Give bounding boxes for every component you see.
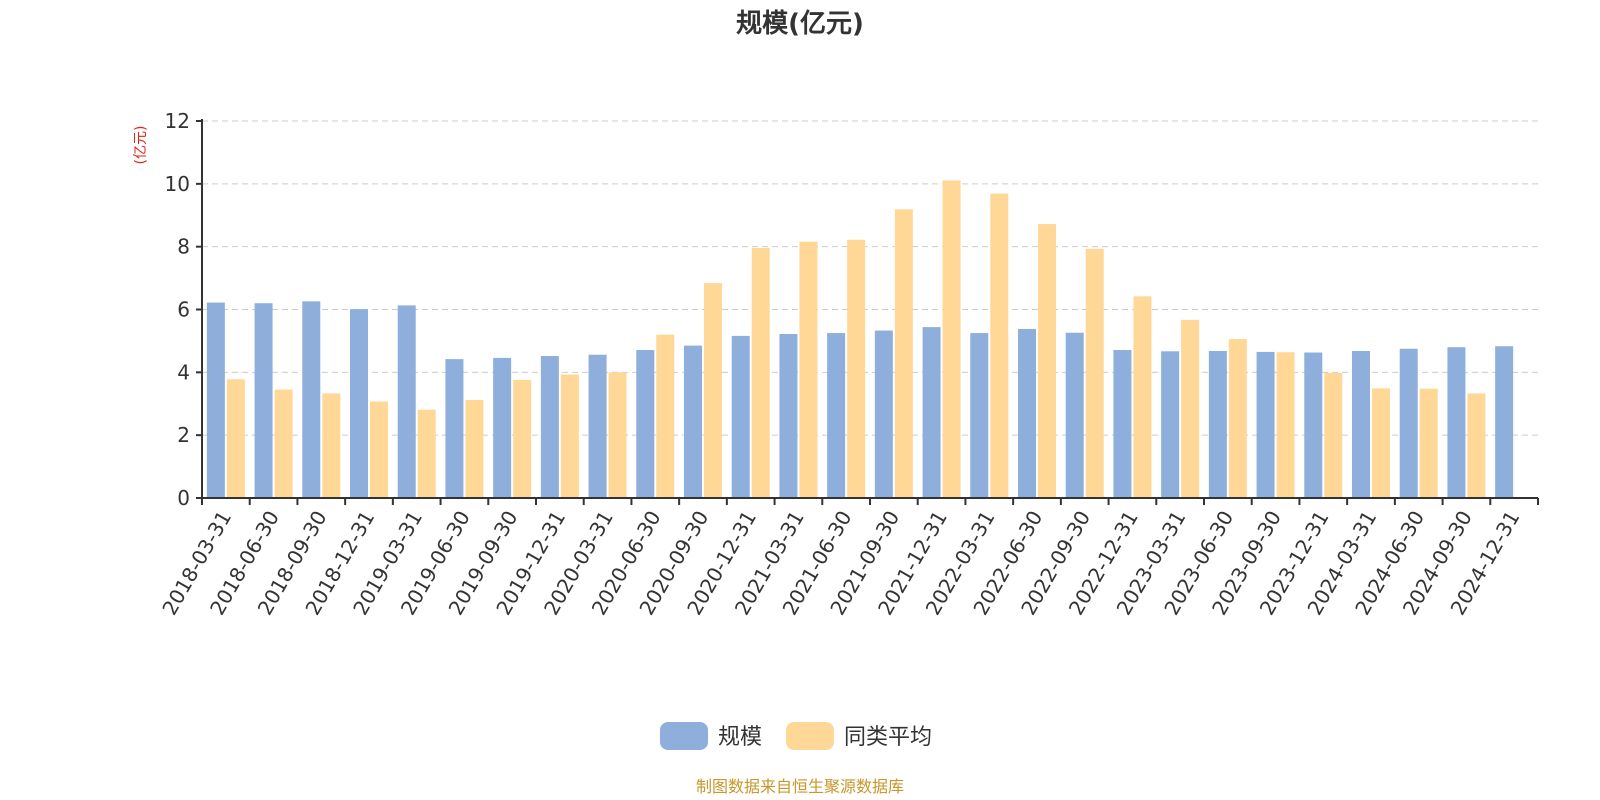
bar-peer-average (990, 193, 1009, 498)
bar-peer-average (942, 180, 961, 498)
bar-peer-average (1038, 224, 1056, 498)
bar-peer-average (608, 372, 627, 498)
bar-scale (970, 333, 989, 498)
bar-scale (874, 330, 893, 498)
bar-peer-average (560, 374, 579, 498)
legend-label: 规模 (718, 725, 762, 750)
legend-swatch (660, 722, 708, 750)
y-tick-label: 10 (165, 172, 190, 196)
bar-scale (1495, 346, 1514, 498)
bar-scale (445, 359, 464, 498)
bar-scale (684, 345, 702, 498)
y-tick-label: 12 (165, 109, 190, 133)
bar-scale (493, 357, 512, 498)
bar-peer-average (1228, 339, 1247, 498)
bar-peer-average (322, 393, 341, 498)
legend-label: 同类平均 (844, 725, 932, 750)
source-note: 制图数据来自恒生聚源数据库 (696, 777, 904, 796)
bar-scale (1256, 351, 1275, 498)
y-tick-label: 8 (177, 235, 190, 259)
bar-peer-average (1324, 372, 1343, 498)
legend: 规模 同类平均 (660, 722, 932, 750)
chart-title: 规模(亿元) (736, 9, 864, 39)
bar-peer-average (274, 389, 293, 498)
bar-peer-average (1085, 248, 1104, 498)
bar-scale (779, 334, 798, 498)
bar-peer-average (656, 334, 675, 498)
bar-peer-average (226, 379, 245, 498)
bar-peer-average (894, 209, 913, 499)
bar-peer-average (847, 239, 866, 498)
y-tick-label: 4 (177, 360, 190, 384)
bar-scale (540, 355, 559, 498)
bar-peer-average (1467, 393, 1486, 498)
bar-scale (1113, 350, 1132, 498)
bar-peer-average (417, 409, 436, 498)
bar-peer-average (513, 379, 532, 498)
y-tick-label: 2 (177, 423, 190, 447)
bars (206, 180, 1514, 499)
bar-scale (731, 335, 750, 498)
bar-scale (397, 305, 416, 498)
y-axis-unit-label: (亿元) (133, 126, 149, 165)
bar-scale (1065, 332, 1084, 498)
bar-peer-average (1419, 388, 1438, 498)
bar-peer-average (704, 283, 722, 498)
bar-scale (1399, 348, 1418, 498)
bar-scale (302, 301, 321, 498)
legend-swatch (786, 722, 834, 750)
y-tick-label: 6 (177, 298, 190, 322)
bar-scale (350, 309, 368, 498)
bar-scale (588, 354, 607, 498)
bar-scale (922, 327, 941, 498)
bar-scale (1447, 347, 1466, 498)
bar-peer-average (799, 241, 818, 498)
bar-scale (1304, 352, 1323, 498)
bar-scale (254, 303, 273, 498)
bar-scale (636, 350, 655, 498)
bar-peer-average (1372, 388, 1390, 498)
bar-scale (1208, 350, 1227, 498)
bar-scale (1352, 350, 1370, 498)
bar-peer-average (1181, 319, 1200, 498)
bar-scale (206, 302, 225, 498)
bar-scale (1161, 351, 1180, 498)
y-tick-label: 0 (177, 486, 190, 510)
bar-scale (827, 333, 846, 498)
bar-peer-average (751, 247, 770, 498)
bar-peer-average (465, 399, 484, 498)
bar-scale (1018, 328, 1036, 498)
bar-peer-average (1133, 296, 1152, 498)
bar-peer-average (370, 401, 388, 498)
bar-peer-average (1276, 352, 1295, 498)
